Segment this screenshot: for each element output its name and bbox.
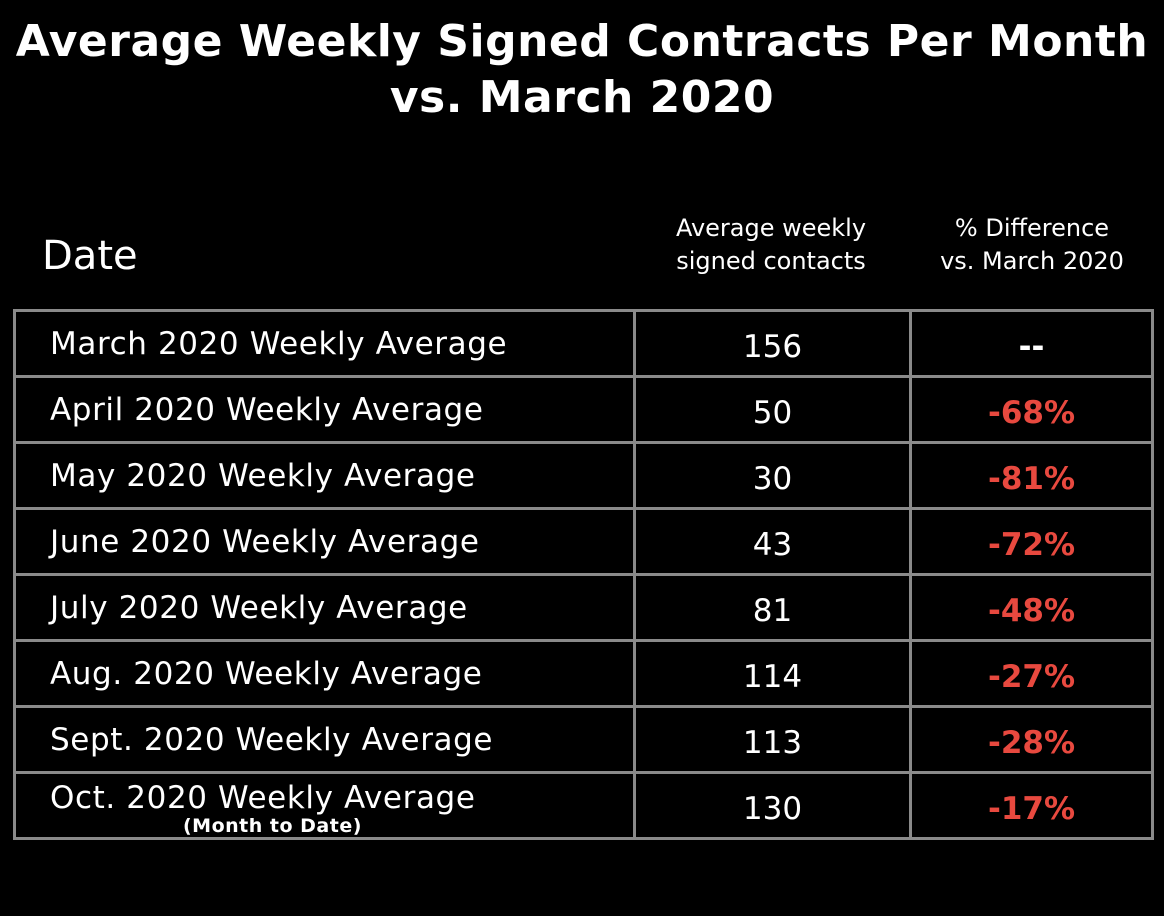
row-date-note: (Month to Date) [183, 815, 362, 837]
row-date-cell: Aug. 2020 Weekly Average [13, 639, 636, 708]
table-row: May 2020 Weekly Average 30 -81% [13, 441, 1154, 510]
row-date-cell: April 2020 Weekly Average [13, 375, 636, 444]
row-date-cell: June 2020 Weekly Average [13, 507, 636, 576]
title-line-1: Average Weekly Signed Contracts Per Mont… [15, 16, 1149, 67]
row-pct-cell: -68% [909, 375, 1154, 444]
row-date-cell: March 2020 Weekly Average [13, 309, 636, 378]
row-pct-cell: -27% [909, 639, 1154, 708]
row-value-cell: 130 [633, 771, 912, 840]
table-row: March 2020 Weekly Average 156 -- [13, 309, 1154, 378]
row-value-cell: 156 [633, 309, 912, 378]
row-pct-cell: -28% [909, 705, 1154, 774]
table-body: March 2020 Weekly Average 156 -- April 2020… [13, 309, 1154, 840]
row-pct-cell: -- [909, 309, 1154, 378]
value-header-line-1: Average weekly [675, 214, 867, 242]
row-date-label: May 2020 Weekly Average [50, 457, 476, 494]
data-table: March 2020 Weekly Average 156 -- April 2020… [13, 309, 1154, 840]
pct-header-line-1: % Difference [954, 214, 1110, 242]
chart-title: Average Weekly Signed Contracts Per Mont… [0, 14, 1164, 126]
title-line-2: vs. March 2020 [389, 72, 775, 123]
row-value-cell: 81 [633, 573, 912, 642]
row-date-cell: July 2020 Weekly Average [13, 573, 636, 642]
pct-header-line-2: vs. March 2020 [940, 247, 1124, 275]
row-date-label: July 2020 Weekly Average [50, 589, 468, 626]
date-column-header: Date [42, 233, 138, 279]
row-pct-cell: -48% [909, 573, 1154, 642]
table-row: Aug. 2020 Weekly Average 114 -27% [13, 639, 1154, 708]
row-pct-cell: -81% [909, 441, 1154, 510]
row-value-cell: 114 [633, 639, 912, 708]
table-row: July 2020 Weekly Average 81 -48% [13, 573, 1154, 642]
row-date-label: April 2020 Weekly Average [50, 391, 484, 428]
row-date-cell: Oct. 2020 Weekly Average (Month to Date) [13, 771, 636, 840]
row-value-cell: 30 [633, 441, 912, 510]
row-pct-cell: -72% [909, 507, 1154, 576]
table-row: Sept. 2020 Weekly Average 113 -28% [13, 705, 1154, 774]
row-value-cell: 50 [633, 375, 912, 444]
row-date-label: March 2020 Weekly Average [50, 325, 508, 362]
value-column-header: Average weekly signed contacts [634, 212, 908, 278]
value-header-line-2: signed contacts [676, 247, 866, 275]
row-value-cell: 43 [633, 507, 912, 576]
row-pct-cell: -17% [909, 771, 1154, 840]
row-date-label: Oct. 2020 Weekly Average [50, 779, 476, 816]
table-row: April 2020 Weekly Average 50 -68% [13, 375, 1154, 444]
row-date-label: Aug. 2020 Weekly Average [50, 655, 483, 692]
row-value-cell: 113 [633, 705, 912, 774]
table-row: June 2020 Weekly Average 43 -72% [13, 507, 1154, 576]
row-date-label: Sept. 2020 Weekly Average [50, 721, 494, 758]
row-date-cell: May 2020 Weekly Average [13, 441, 636, 510]
pct-column-header: % Difference vs. March 2020 [908, 212, 1156, 278]
row-date-label: June 2020 Weekly Average [50, 523, 480, 560]
table-row: Oct. 2020 Weekly Average (Month to Date) 1… [13, 771, 1154, 840]
row-date-cell: Sept. 2020 Weekly Average [13, 705, 636, 774]
